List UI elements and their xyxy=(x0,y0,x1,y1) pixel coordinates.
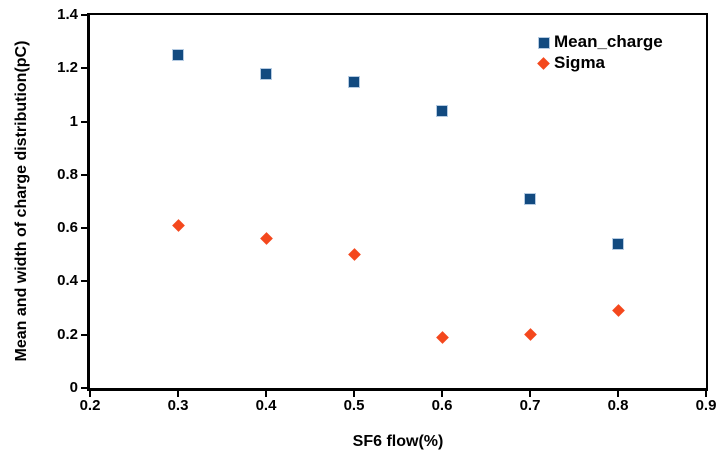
x-axis-tick-label: 0.8 xyxy=(607,397,629,414)
x-axis-tick-label: 0.5 xyxy=(343,397,365,414)
y-axis-tick-label: 0 xyxy=(69,379,78,396)
y-axis-title: Mean and width of charge distribution(pC… xyxy=(13,40,30,362)
data-point-sigma xyxy=(435,331,449,344)
data-point-sigma xyxy=(523,328,537,342)
plot-area xyxy=(87,13,708,391)
legend-entry-sigma: Sigma xyxy=(537,52,663,73)
data-point-mean_charge xyxy=(612,238,624,251)
data-point-mean_charge xyxy=(436,104,448,117)
data-point-sigma xyxy=(611,304,625,318)
data-point-sigma xyxy=(171,219,185,232)
legend-diamond-marker-icon xyxy=(537,56,551,70)
x-axis-tick-label: 0.4 xyxy=(255,397,277,414)
data-point-sigma xyxy=(347,248,361,262)
y-axis-tick xyxy=(81,67,87,70)
x-axis-tick-label: 0.7 xyxy=(519,397,541,414)
legend-square-marker-icon xyxy=(537,35,551,49)
x-axis-tick xyxy=(177,391,179,397)
legend-marker-shape xyxy=(537,56,550,70)
y-axis-tick-label: 1.4 xyxy=(57,6,78,23)
y-axis-tick-label: 1.2 xyxy=(57,59,78,77)
x-axis-tick-label: 0.6 xyxy=(431,397,453,414)
y-axis-tick xyxy=(81,227,87,230)
data-point-mean_charge xyxy=(348,75,360,88)
x-axis-tick-label: 0.9 xyxy=(695,397,717,414)
legend: Mean_charge Sigma xyxy=(537,31,663,73)
x-axis-tick-label: 0.3 xyxy=(167,397,189,414)
y-axis-tick xyxy=(81,280,87,283)
x-axis-tick xyxy=(89,391,91,397)
x-axis-tick xyxy=(441,391,443,397)
y-axis-tick-label: 0.6 xyxy=(57,219,78,237)
x-axis-tick-label: 0.2 xyxy=(79,397,101,414)
legend-label: Sigma xyxy=(554,52,606,72)
y-axis-tick-label: 0.8 xyxy=(57,165,78,183)
y-axis-tick xyxy=(81,14,87,16)
legend-label: Mean_charge xyxy=(554,31,663,51)
y-axis-tick xyxy=(81,387,87,389)
y-axis-tick-label: 0.4 xyxy=(57,272,78,290)
data-point-mean_charge xyxy=(260,67,272,80)
y-axis-tick-label: 1 xyxy=(69,112,78,130)
y-axis-tick xyxy=(81,173,87,176)
x-axis-tick xyxy=(617,391,619,397)
data-point-sigma xyxy=(259,232,273,246)
x-axis-tick xyxy=(529,391,531,397)
x-axis-tick xyxy=(353,391,355,397)
x-axis-title: SF6 flow(%) xyxy=(352,433,444,450)
data-point-mean_charge xyxy=(524,192,536,205)
legend-entry-mean_charge: Mean_charge xyxy=(537,31,663,52)
x-axis-tick xyxy=(705,391,707,397)
y-axis-tick-label: 0.2 xyxy=(57,325,78,343)
legend-marker-shape xyxy=(538,36,550,49)
y-axis-tick xyxy=(81,120,87,123)
data-point-mean_charge xyxy=(172,48,184,61)
x-axis-tick xyxy=(265,391,267,397)
y-axis-tick xyxy=(81,333,87,336)
